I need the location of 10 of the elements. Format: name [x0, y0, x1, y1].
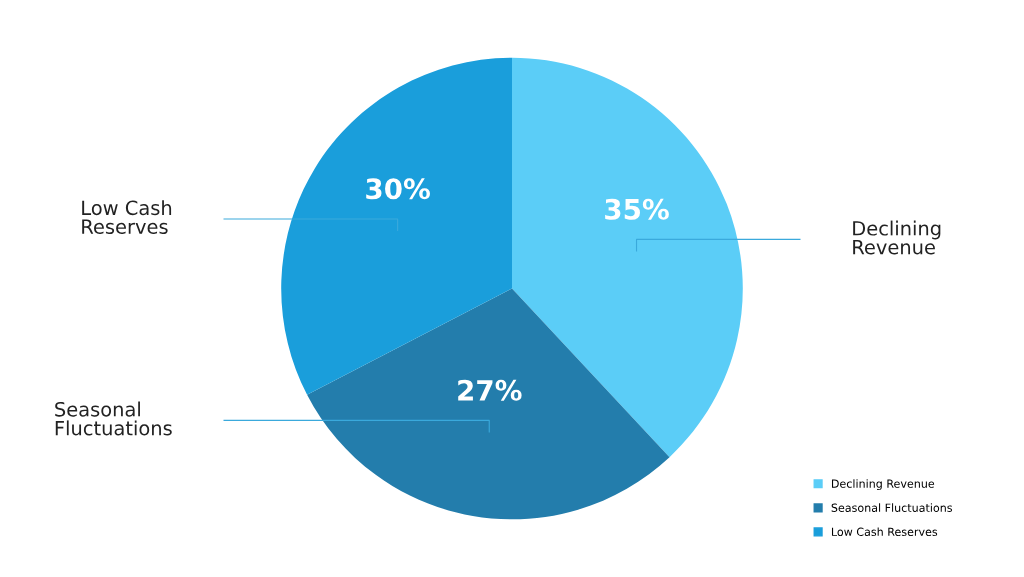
slice-label: Low Cash Reserves [82, 200, 172, 234]
legend-label: Declining Revenue [831, 479, 935, 490]
slice-label: Declining Revenue [853, 220, 941, 255]
pie-slice [307, 288, 670, 520]
data-label: 27% [458, 379, 522, 401]
slice-label: Seasonal Fluctuations [55, 401, 172, 436]
data-label: 30% [366, 178, 430, 200]
data-label: 35% [605, 198, 669, 220]
legend-label: Low Cash Reserves [831, 527, 938, 536]
legend-label: Seasonal Fluctuations [831, 503, 953, 512]
